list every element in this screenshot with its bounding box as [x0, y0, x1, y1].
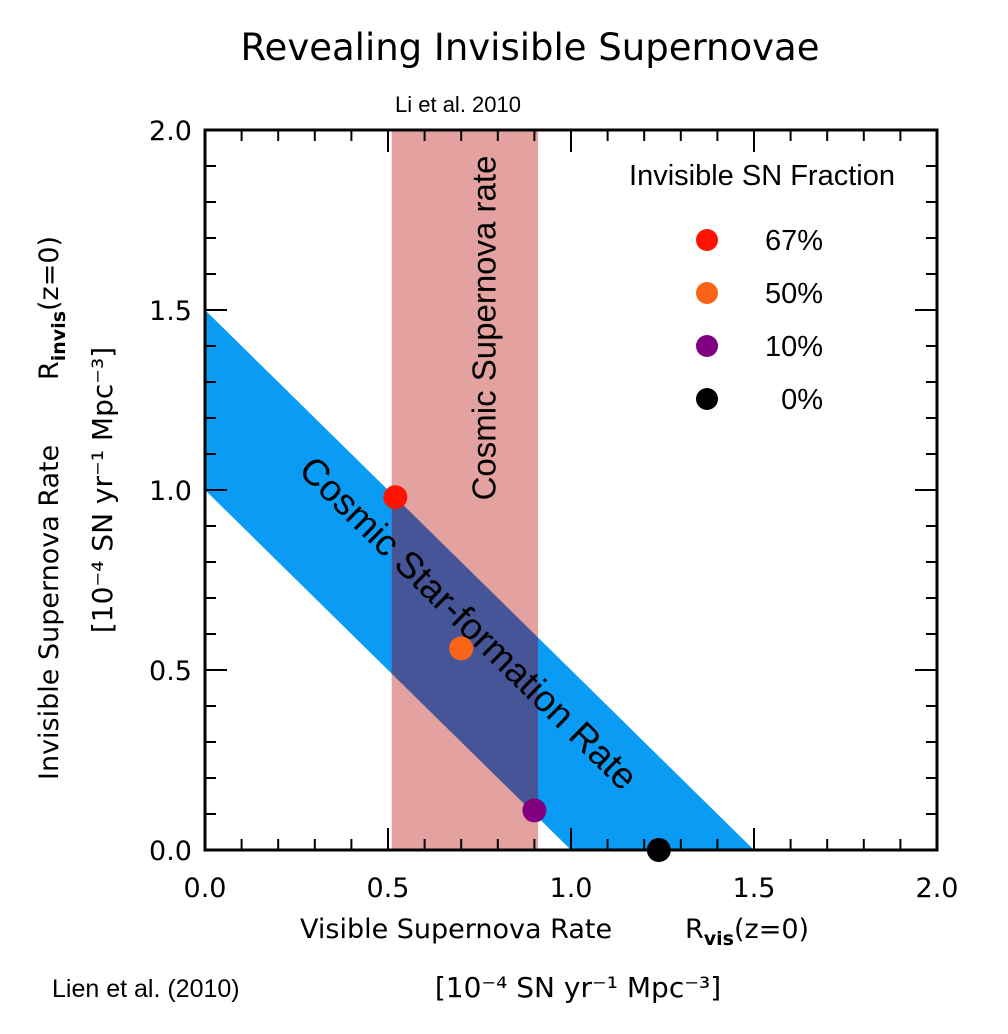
x-tick-label: 1.0 — [550, 873, 593, 904]
x-axis-symbol: Rvis(z=0) — [685, 914, 809, 950]
y-tick-label: 1.0 — [149, 476, 192, 507]
supernova-rate-band-label: Cosmic Supernova rate — [466, 156, 503, 501]
y-axis-symbol: Rinvis(z=0) — [34, 236, 70, 380]
data-point-2 — [449, 636, 474, 661]
credit-label: Lien et al. (2010) — [52, 975, 240, 1003]
data-point-1 — [383, 485, 408, 510]
y-tick-label: 1.5 — [149, 296, 192, 327]
y-tick-label: 2.0 — [149, 116, 192, 147]
x-tick-label: 1.5 — [733, 873, 776, 904]
legend-marker-4 — [696, 388, 718, 410]
x-tick-label: 0.0 — [184, 873, 227, 904]
chart-title: Revealing Invisible Supernovae — [241, 26, 820, 69]
legend-marker-1 — [696, 229, 718, 251]
y-tick-label: 0.0 — [149, 836, 192, 867]
x-tick-label: 0.5 — [367, 873, 410, 904]
legend: Invisible SN Fraction 67% 50% 10% 0% — [629, 160, 895, 416]
legend-label-1: 67% — [765, 225, 823, 257]
legend-label-4: 0% — [781, 384, 823, 416]
legend-label-2: 50% — [765, 278, 823, 310]
legend-label-3: 10% — [765, 331, 823, 363]
legend-marker-3 — [696, 335, 718, 357]
legend-title: Invisible SN Fraction — [629, 160, 895, 192]
top-note: Li et al. 2010 — [395, 92, 521, 117]
x-axis-units: [10⁻⁴ SN yr⁻¹ Mpc⁻³] — [435, 971, 721, 1004]
data-point-3 — [522, 798, 547, 823]
legend-marker-2 — [696, 282, 718, 304]
ticks-group — [204, 129, 938, 851]
y-axis-label: Invisible Supernova Rate — [34, 445, 65, 780]
y-axis-units: [10⁻⁴ SN yr⁻¹ Mpc⁻³] — [86, 347, 119, 633]
x-axis-label: Visible Supernova Rate — [300, 914, 612, 945]
x-tick-label: 2.0 — [916, 873, 959, 904]
y-tick-label: 0.5 — [149, 656, 192, 687]
